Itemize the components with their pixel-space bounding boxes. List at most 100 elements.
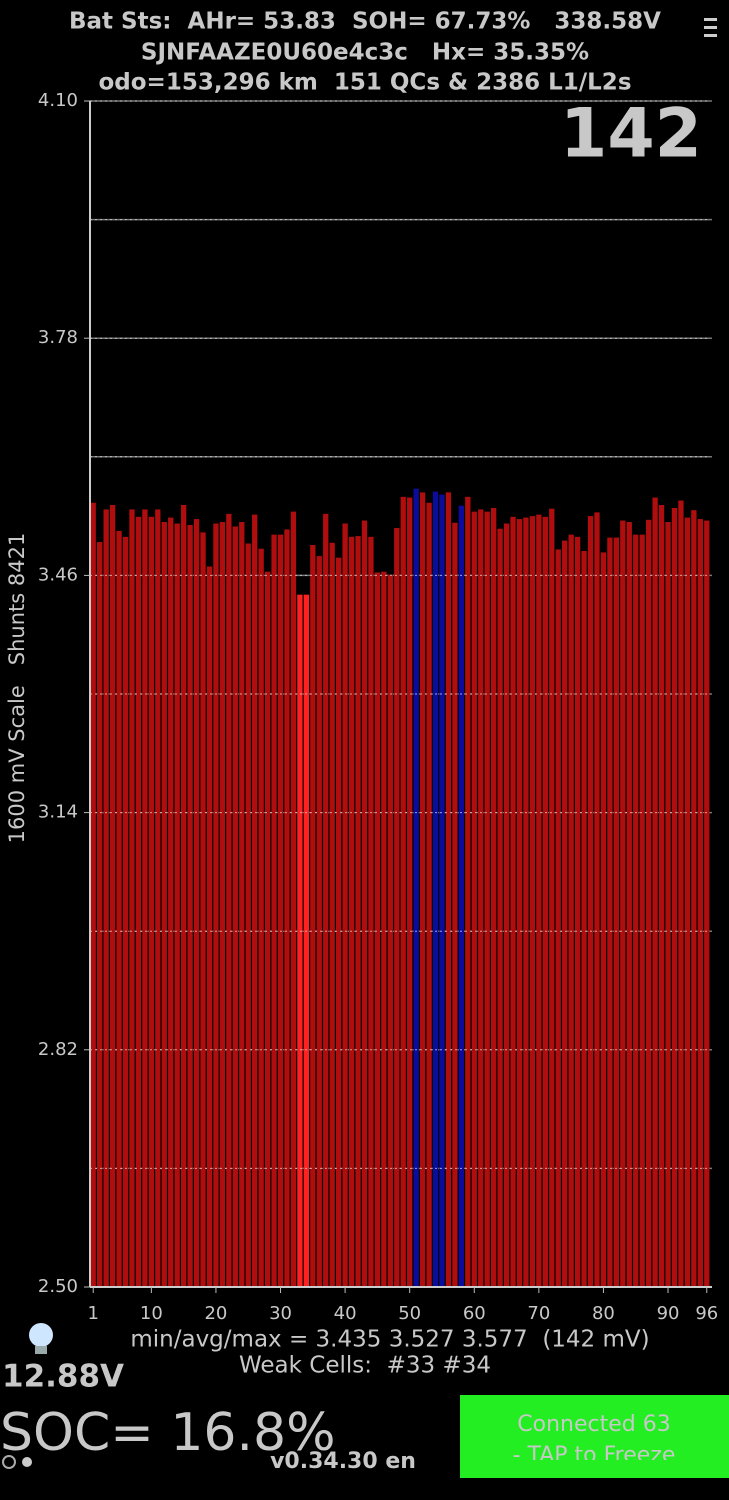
x-tick-label: 1 (88, 1303, 99, 1324)
bar (478, 509, 484, 1288)
version: v0.34.30 en (270, 1449, 416, 1474)
bar (600, 552, 607, 1287)
bar (413, 488, 419, 1288)
bar (271, 534, 277, 1287)
aux-voltage: 12.88V (2, 1359, 124, 1395)
bar (161, 522, 167, 1287)
bar (658, 504, 665, 1287)
x-tick-label: 30 (269, 1303, 292, 1324)
header-line: odo=153,296 km 151 QCs & 2386 L1/L2s (98, 70, 631, 96)
bar (213, 523, 219, 1287)
bar (335, 557, 342, 1287)
bar (633, 534, 639, 1287)
bar (264, 571, 271, 1287)
bar (329, 542, 335, 1287)
bar (148, 516, 155, 1287)
bar (355, 536, 361, 1287)
bar (594, 512, 600, 1287)
bar (471, 511, 477, 1288)
bar (684, 517, 691, 1287)
bar (109, 504, 116, 1287)
bar (484, 511, 490, 1288)
bar (400, 496, 406, 1287)
bar (620, 520, 626, 1287)
menu-icon[interactable] (704, 18, 717, 37)
bar (155, 509, 161, 1288)
bar (368, 536, 374, 1287)
bar (90, 502, 96, 1287)
stats: min/avg/max = 3.435 3.527 3.577 (142 mV) (130, 1327, 649, 1353)
y-tick-label: 3.14 (38, 802, 78, 823)
bar (226, 513, 232, 1287)
bar (607, 537, 613, 1287)
status-dots (2, 1455, 32, 1469)
bar (135, 516, 142, 1287)
x-tick-label: 40 (334, 1303, 357, 1324)
bar (549, 508, 555, 1287)
bar (361, 520, 368, 1287)
bar (316, 556, 322, 1287)
bar (452, 522, 458, 1287)
soc: SOC= 16.8% (0, 1403, 336, 1463)
bar (426, 502, 432, 1287)
bar (297, 594, 303, 1287)
weak-cells: Weak Cells: #33 #34 (239, 1353, 491, 1379)
y-tick-label: 3.46 (38, 564, 78, 585)
bar (432, 491, 439, 1287)
bar (542, 516, 548, 1287)
bar (323, 513, 329, 1287)
bar (639, 534, 645, 1287)
bar (671, 507, 678, 1287)
bar (245, 543, 251, 1287)
bar (581, 550, 587, 1287)
bar (613, 537, 620, 1287)
x-tick-label: 80 (592, 1303, 615, 1324)
x-tick-label: 50 (398, 1303, 421, 1324)
bar (348, 536, 355, 1287)
header-line: SJNFAAZE0U60e4c3c Hx= 35.35% (141, 40, 589, 66)
x-tick-label: 20 (204, 1303, 227, 1324)
bar (168, 517, 174, 1287)
plot: 2.50 2.82 3.14 3.46 3.78 4.10 1 10 20 30 40 50 60 70 8… (38, 90, 718, 1324)
bar (439, 494, 445, 1287)
tap-hint: - TAP to Freeze (513, 1443, 676, 1468)
big-number: 142 (560, 95, 702, 174)
bar (174, 523, 180, 1287)
bar (652, 497, 658, 1288)
x-tick-label: 70 (527, 1303, 550, 1324)
bar (587, 516, 594, 1287)
bar (445, 492, 452, 1287)
x-tick-label: 10 (140, 1303, 163, 1324)
bar (142, 509, 148, 1288)
bar (290, 511, 297, 1288)
y-tick-label: 4.10 (38, 90, 78, 111)
bar (555, 549, 561, 1287)
bar (116, 530, 122, 1287)
header-line: Bat Sts: AHr= 53.83 SOH= 67.73% 338.58V (69, 9, 661, 35)
bar (129, 509, 135, 1288)
bar (645, 519, 652, 1287)
bar (258, 548, 264, 1287)
bar (252, 514, 258, 1287)
bar (187, 524, 193, 1287)
y-axis-label: 1600 mV Scale Shunts 8421 (5, 533, 29, 844)
bar (529, 516, 536, 1287)
bar (465, 496, 471, 1287)
connection: Connected 63 (517, 1412, 670, 1437)
bar (678, 500, 684, 1287)
bar (497, 528, 503, 1287)
bar (232, 526, 238, 1287)
bar (458, 505, 465, 1287)
bar (490, 507, 497, 1287)
bar (503, 523, 510, 1287)
bar (510, 516, 516, 1287)
bar (193, 519, 200, 1287)
x-tick-label: 60 (463, 1303, 486, 1324)
bar (310, 545, 316, 1287)
connect-button[interactable]: Connected 63 - TAP to Freeze (460, 1395, 729, 1478)
bar (536, 514, 542, 1287)
x-tick-label: 96 (695, 1303, 718, 1324)
bar (394, 527, 400, 1287)
bulb-icon[interactable] (29, 1323, 53, 1354)
